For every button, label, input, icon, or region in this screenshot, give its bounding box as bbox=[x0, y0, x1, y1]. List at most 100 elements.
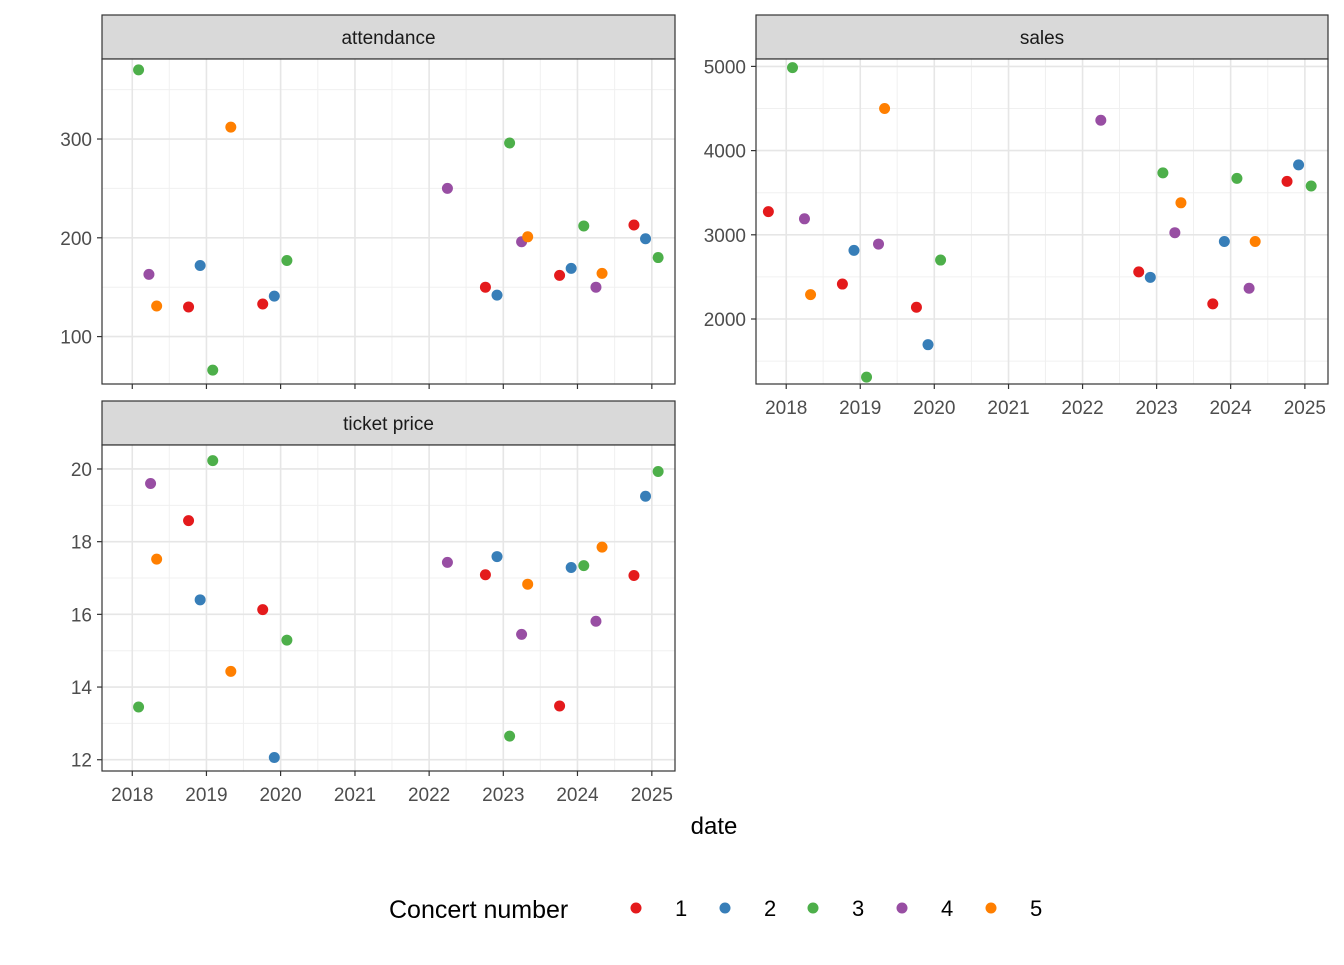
data-point-concert-4 bbox=[145, 478, 157, 490]
data-point-concert-2 bbox=[1293, 159, 1305, 171]
legend-label: 4 bbox=[941, 896, 953, 921]
data-point-concert-4 bbox=[1095, 114, 1107, 126]
panel-border bbox=[755, 58, 1329, 385]
facet-strip bbox=[755, 14, 1329, 60]
data-point-concert-5 bbox=[879, 103, 891, 115]
data-point-concert-1 bbox=[479, 281, 491, 293]
data-point-concert-2 bbox=[268, 290, 280, 302]
panel-border bbox=[101, 58, 676, 385]
legend: Concert number 1 2 3 4 5 bbox=[389, 896, 1042, 924]
legend-item-2: 2 bbox=[719, 896, 776, 921]
x-axis-title: date bbox=[691, 813, 738, 840]
data-point-concert-2 bbox=[1218, 236, 1230, 248]
data-point-concert-3 bbox=[1231, 172, 1243, 184]
data-point-concert-1 bbox=[1281, 175, 1293, 187]
data-point-concert-3 bbox=[133, 64, 145, 76]
y-tick-label: 12 bbox=[71, 751, 92, 772]
data-point-concert-1 bbox=[910, 301, 922, 313]
legend-item-3: 3 bbox=[807, 896, 864, 921]
x-tick-label: 2018 bbox=[111, 785, 153, 806]
data-point-concert-3 bbox=[787, 62, 799, 74]
legend-key bbox=[719, 902, 731, 914]
y-tick-label: 2000 bbox=[704, 310, 746, 331]
x-tick-label: 2021 bbox=[987, 398, 1029, 419]
facet-strip-label: sales bbox=[1020, 28, 1064, 49]
data-point-concert-2 bbox=[640, 233, 652, 245]
panel-background bbox=[756, 59, 1328, 384]
data-point-concert-5 bbox=[1249, 236, 1261, 248]
legend-item-5: 5 bbox=[985, 896, 1042, 921]
data-point-concert-1 bbox=[1207, 298, 1219, 310]
legend-item-1: 1 bbox=[630, 896, 687, 921]
panel-background bbox=[102, 59, 675, 384]
data-point-concert-2 bbox=[1144, 271, 1156, 283]
data-point-concert-1 bbox=[628, 219, 640, 231]
data-point-concert-3 bbox=[207, 455, 219, 467]
x-tick-label: 2024 bbox=[556, 785, 599, 806]
y-tick-label: 14 bbox=[71, 678, 93, 699]
x-tick-label: 2018 bbox=[765, 398, 807, 419]
data-point-concert-2 bbox=[565, 561, 577, 573]
data-point-concert-1 bbox=[762, 206, 774, 218]
data-point-concert-3 bbox=[207, 364, 219, 376]
data-point-concert-3 bbox=[652, 466, 664, 478]
data-point-concert-1 bbox=[479, 569, 491, 581]
data-point-concert-5 bbox=[151, 553, 163, 565]
panel-background bbox=[102, 445, 675, 771]
data-point-concert-5 bbox=[522, 231, 534, 243]
y-tick-label: 16 bbox=[71, 605, 92, 626]
y-tick-label: 18 bbox=[71, 533, 92, 554]
y-tick-label: 4000 bbox=[704, 142, 746, 163]
data-point-concert-3 bbox=[504, 730, 516, 742]
data-point-concert-5 bbox=[596, 541, 608, 553]
data-point-concert-5 bbox=[596, 267, 608, 279]
legend-title: Concert number bbox=[389, 896, 568, 924]
y-tick-label: 100 bbox=[60, 328, 92, 349]
x-tick-label: 2022 bbox=[408, 785, 450, 806]
legend-key bbox=[630, 902, 642, 914]
data-point-concert-1 bbox=[183, 301, 195, 313]
legend-item-4: 4 bbox=[896, 896, 953, 921]
data-point-concert-1 bbox=[183, 515, 195, 527]
data-point-concert-3 bbox=[1305, 180, 1317, 192]
legend-key bbox=[985, 902, 997, 914]
data-point-concert-5 bbox=[1175, 197, 1187, 209]
data-point-concert-2 bbox=[194, 594, 206, 606]
data-point-concert-4 bbox=[516, 628, 528, 640]
facet-panel-sales: sales 2000 3000 4000 5000 2018 2019 2020 2021 202… bbox=[704, 14, 1329, 419]
data-point-concert-4 bbox=[798, 213, 810, 225]
data-point-concert-3 bbox=[504, 137, 516, 149]
data-point-concert-2 bbox=[922, 339, 934, 351]
data-point-concert-2 bbox=[491, 551, 503, 563]
data-point-concert-2 bbox=[194, 259, 206, 271]
data-point-concert-5 bbox=[522, 578, 534, 590]
x-tick-label: 2022 bbox=[1061, 398, 1103, 419]
data-point-concert-1 bbox=[257, 298, 269, 310]
x-tick-label: 2019 bbox=[185, 785, 227, 806]
y-tick-label: 300 bbox=[60, 130, 92, 151]
facet-strip bbox=[101, 14, 676, 60]
x-tick-label: 2024 bbox=[1209, 398, 1252, 419]
data-point-concert-3 bbox=[1157, 167, 1169, 179]
panels-layer: attendance 100 200 300 sales 2000 3000 4000 5000… bbox=[60, 14, 1329, 806]
legend-key bbox=[807, 902, 819, 914]
data-point-concert-5 bbox=[225, 665, 237, 677]
legend-label: 2 bbox=[764, 896, 776, 921]
data-point-concert-5 bbox=[805, 289, 817, 301]
data-point-concert-3 bbox=[281, 634, 293, 646]
panel-border bbox=[101, 444, 676, 772]
data-point-concert-4 bbox=[441, 182, 453, 194]
data-point-concert-4 bbox=[441, 556, 453, 568]
x-tick-label: 2025 bbox=[631, 785, 673, 806]
y-tick-label: 20 bbox=[71, 460, 92, 481]
data-point-concert-2 bbox=[848, 244, 860, 256]
data-point-concert-5 bbox=[225, 121, 237, 133]
legend-label: 5 bbox=[1030, 896, 1042, 921]
x-tick-label: 2020 bbox=[913, 398, 955, 419]
legend-label: 1 bbox=[675, 896, 687, 921]
data-point-concert-3 bbox=[861, 371, 873, 383]
data-point-concert-5 bbox=[151, 300, 163, 312]
data-point-concert-3 bbox=[578, 220, 590, 232]
facet-panel-attendance: attendance 100 200 300 bbox=[60, 14, 676, 389]
